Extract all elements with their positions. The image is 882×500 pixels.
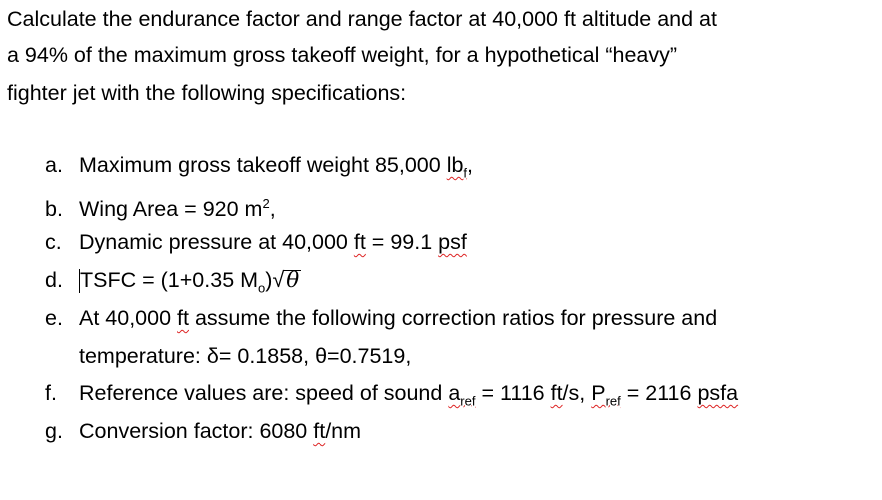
- a-ref: aref: [448, 381, 476, 409]
- subscript: o: [258, 280, 266, 296]
- item-text: = 99.1: [365, 230, 439, 254]
- item-label: b.: [45, 197, 63, 222]
- item-text: TSFC = (1+0.35 M: [80, 268, 259, 292]
- superscript: 2: [262, 196, 270, 211]
- item-tail: ,: [467, 153, 474, 177]
- intro-line-3: fighter jet with the following specifica…: [7, 81, 407, 105]
- item-label: d.: [45, 268, 63, 292]
- unit-psfa: psfa: [697, 381, 739, 405]
- item-label: f.: [45, 381, 57, 405]
- item-text: )√: [265, 268, 285, 292]
- list-item-c: c. Dynamic pressure at 40,000 ft = 99.1 p…: [45, 230, 467, 254]
- list-item-d: d. TSFC = (1+0.35 Mo)√θ: [45, 268, 302, 300]
- item-text: Reference values are: speed of sound: [79, 381, 449, 405]
- list-item-a: a. Maximum gross takeoff weight 85,000 lb…: [45, 153, 473, 185]
- item-label: e.: [45, 306, 63, 330]
- item-text: = 1116: [475, 381, 551, 405]
- item-text: = 2116: [620, 381, 698, 405]
- item-label: c.: [45, 230, 62, 254]
- item-text: At 40,000: [79, 306, 178, 330]
- list-item-e-continued: temperature: δ= 0.1858, θ=0.7519,: [79, 344, 412, 368]
- unit-ft: ft: [313, 419, 326, 443]
- list-item-g: g. Conversion factor: 6080 ft/nm: [45, 419, 361, 443]
- unit-psf: psf: [438, 230, 467, 254]
- unit-ft: ft: [177, 306, 189, 330]
- item-text: Dynamic pressure at 40,000: [79, 230, 354, 254]
- list-item-f: f. Reference values are: speed of sound a…: [45, 381, 738, 413]
- list-item-b: b. Wing Area = 920 m2,: [45, 192, 276, 221]
- item-label: g.: [45, 419, 63, 443]
- item-text: assume the following correction ratios f…: [188, 306, 718, 330]
- list-item-e: e. At 40,000 ft assume the following corr…: [45, 306, 717, 330]
- intro-line-1: Calculate the endurance factor and range…: [7, 7, 717, 31]
- item-label: a.: [45, 153, 63, 177]
- theta: θ: [284, 268, 302, 293]
- intro-line-2: a 94% of the maximum gross takeoff weigh…: [7, 43, 678, 67]
- item-text: Maximum gross takeoff weight 85,000: [79, 153, 447, 177]
- unit-ft: ft: [353, 230, 366, 254]
- item-text: Conversion factor: 6080: [79, 419, 314, 443]
- item-text: Wing Area = 920 m: [79, 197, 263, 222]
- text-cursor: [79, 269, 80, 294]
- item-tail: /nm: [325, 419, 362, 443]
- unit-ft: ft: [550, 381, 563, 405]
- unit: lbf: [446, 153, 468, 181]
- item-text: /s,: [562, 381, 592, 405]
- p-ref: Pref: [591, 381, 621, 409]
- item-tail: ,: [269, 197, 276, 222]
